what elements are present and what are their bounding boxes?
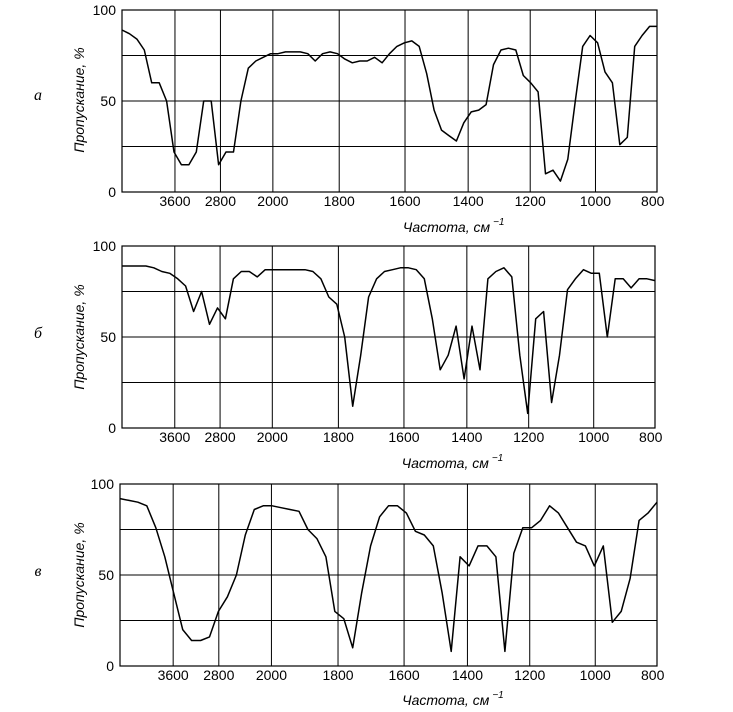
y-tick-label: 0 [106,658,114,674]
x-tick-label: 1200 [515,193,546,209]
y-tick-label: 50 [100,93,116,109]
x-tick-label: 1800 [323,429,354,445]
x-tick-label: 3600 [158,667,189,683]
x-tick-label: 3600 [159,429,190,445]
x-axis-title: Частота, см −1 [403,217,505,235]
y-tick-label: 100 [91,476,115,492]
x-tick-label: 2000 [256,667,287,683]
x-tick-label: 1600 [388,667,419,683]
x-tick-label: 1800 [322,667,353,683]
x-axis-title-superscript: −1 [493,217,504,228]
spectrum-line [122,265,656,415]
x-tick-label: 1000 [578,429,609,445]
x-tick-label: 1200 [514,667,545,683]
spectrum-line [119,497,658,653]
spectrum-line [121,25,657,182]
x-tick-label: 800 [641,667,665,683]
y-tick-label: 50 [98,567,114,583]
x-axis-title-text: Частота, см [403,219,491,235]
x-tick-label: 2800 [204,429,235,445]
y-tick-label: 0 [108,420,116,436]
x-tick-label: 800 [639,429,663,445]
panel-letter: а [34,87,42,104]
x-tick-label: 1000 [580,193,611,209]
x-tick-label: 1600 [389,193,420,209]
x-axis-title-superscript: −1 [492,453,503,464]
x-tick-label: 1600 [388,429,419,445]
x-tick-label: 1400 [453,193,484,209]
x-tick-label: 1800 [324,193,355,209]
x-tick-label: 1400 [451,429,482,445]
y-axis-title: Пропускание, % [71,284,87,389]
x-tick-label: 3600 [159,193,190,209]
x-axis-title: Частота, см −1 [402,690,504,708]
y-tick-label: 100 [93,2,117,18]
x-tick-label: 2800 [203,667,234,683]
y-axis-title: Пропускание, % [71,47,87,152]
spectrum-panel-2: 100 50 0 3600 2800 2000 1800 1600 1400 1200 1000 80… [34,238,663,471]
y-axis-title: Пропускание, % [71,522,87,627]
x-tick-label: 800 [641,193,665,209]
x-axis-title-text: Частота, см [402,692,490,708]
x-tick-label: 2000 [257,193,288,209]
x-tick-label: 2000 [257,429,288,445]
x-axis-title: Частота, см −1 [402,453,504,471]
x-tick-label: 1200 [513,429,544,445]
panel-letter: б [34,325,43,342]
x-tick-label: 1000 [580,667,611,683]
panel-letter: в [35,563,42,580]
y-tick-label: 0 [108,184,116,200]
y-tick-label: 50 [100,329,116,345]
x-axis-title-text: Частота, см [402,455,490,471]
spectrum-panel-1: 100 50 0 3600 2800 2000 1800 1600 1400 1200 1000 80… [34,2,665,235]
y-tick-label: 100 [93,238,117,254]
x-tick-label: 2800 [205,193,236,209]
spectrum-panel-3: 100 50 0 3600 2800 2000 1800 1600 1400 1200 1000 80… [35,476,665,708]
x-tick-label: 1400 [452,667,483,683]
x-axis-title-superscript: −1 [492,690,503,701]
